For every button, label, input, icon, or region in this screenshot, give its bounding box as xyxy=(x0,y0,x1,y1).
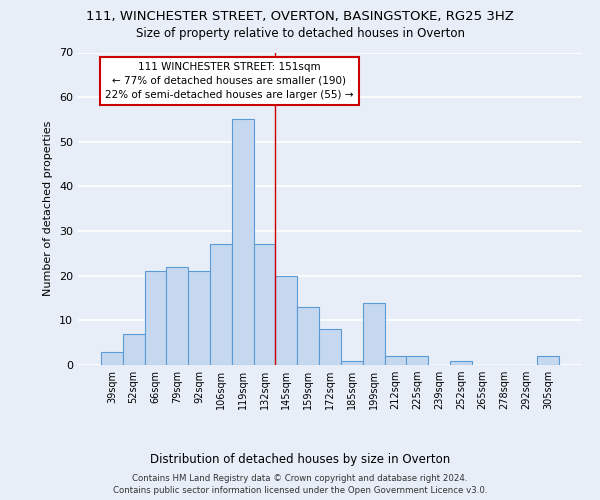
Bar xyxy=(275,276,297,365)
Bar xyxy=(188,271,210,365)
Bar xyxy=(450,360,472,365)
Bar xyxy=(210,244,232,365)
Bar xyxy=(101,352,123,365)
Bar xyxy=(145,271,166,365)
Y-axis label: Number of detached properties: Number of detached properties xyxy=(43,121,53,296)
Bar xyxy=(406,356,428,365)
Bar xyxy=(341,360,363,365)
Bar xyxy=(363,302,385,365)
Text: 111, WINCHESTER STREET, OVERTON, BASINGSTOKE, RG25 3HZ: 111, WINCHESTER STREET, OVERTON, BASINGS… xyxy=(86,10,514,23)
Text: Distribution of detached houses by size in Overton: Distribution of detached houses by size … xyxy=(150,452,450,466)
Bar xyxy=(537,356,559,365)
Bar xyxy=(254,244,275,365)
Text: Contains HM Land Registry data © Crown copyright and database right 2024.
Contai: Contains HM Land Registry data © Crown c… xyxy=(113,474,487,495)
Bar xyxy=(123,334,145,365)
Text: 111 WINCHESTER STREET: 151sqm
← 77% of detached houses are smaller (190)
22% of : 111 WINCHESTER STREET: 151sqm ← 77% of d… xyxy=(105,62,353,100)
Bar xyxy=(385,356,406,365)
Bar xyxy=(297,307,319,365)
Bar xyxy=(166,267,188,365)
Bar xyxy=(232,120,254,365)
Bar xyxy=(319,330,341,365)
Text: Size of property relative to detached houses in Overton: Size of property relative to detached ho… xyxy=(136,28,464,40)
